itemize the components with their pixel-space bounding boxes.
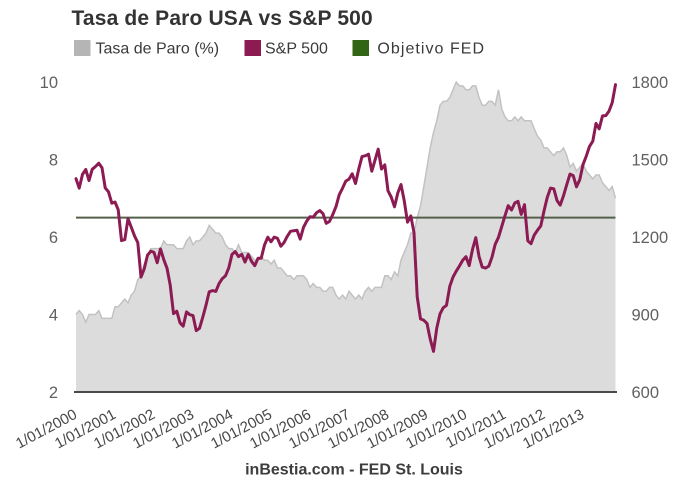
svg-text:4: 4	[49, 307, 58, 325]
svg-text:600: 600	[632, 384, 660, 402]
svg-text:inBestia.com - FED St. Louis: inBestia.com - FED St. Louis	[245, 462, 463, 479]
svg-text:900: 900	[632, 307, 660, 325]
svg-text:1800: 1800	[632, 74, 669, 92]
svg-text:6: 6	[49, 229, 58, 247]
svg-text:10: 10	[40, 74, 58, 92]
svg-text:1500: 1500	[632, 152, 669, 170]
svg-text:Tasa de Paro (%): Tasa de Paro (%)	[96, 41, 220, 58]
svg-text:8: 8	[49, 152, 58, 170]
svg-text:2: 2	[49, 384, 58, 402]
svg-text:Objetivo FED: Objetivo FED	[377, 41, 485, 58]
svg-text:1200: 1200	[632, 229, 669, 247]
svg-text:Tasa de Paro USA vs S&P 500: Tasa de Paro USA vs S&P 500	[72, 7, 373, 30]
svg-text:S&P 500: S&P 500	[265, 41, 328, 58]
